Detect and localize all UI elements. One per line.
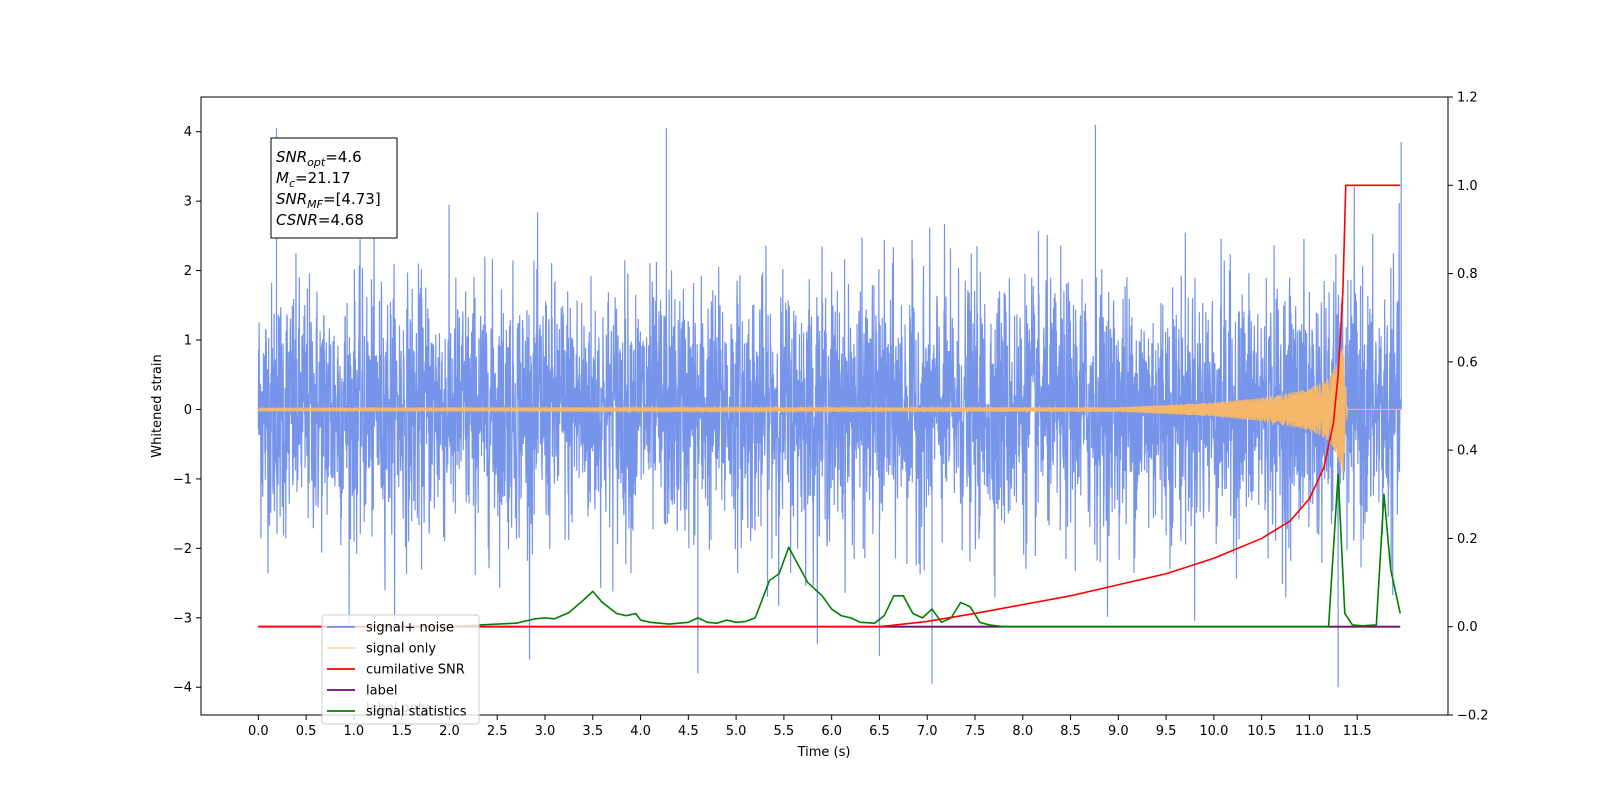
x-tick-label: 2.5 <box>487 724 508 739</box>
y2-tick-label: 1.2 <box>1457 91 1478 106</box>
legend-label: label only <box>366 701 429 716</box>
x-tick-label: 8.0 <box>1012 724 1033 739</box>
x-tick-label: 8.5 <box>1060 724 1081 739</box>
y2-tick-label: 0.4 <box>1457 444 1478 459</box>
x-tick-label: 4.5 <box>678 724 699 739</box>
legend-frame <box>321 614 480 725</box>
legend: signal+ noise signal only cumilative SNR la… <box>321 614 480 725</box>
y-tick-label: 2 <box>184 264 192 279</box>
x-tick-label: 5.5 <box>774 724 795 739</box>
annotation-frame <box>270 137 398 239</box>
x-tick-label: 1.0 <box>344 724 365 739</box>
x-tick-label: 5.0 <box>726 724 747 739</box>
legend-label: signal+ noise <box>366 621 454 636</box>
x-tick-label: 10.5 <box>1247 724 1276 739</box>
series-line-signal-noise <box>257 124 1402 688</box>
y-tick-label: 0 <box>184 403 192 418</box>
x-tick-label: 6.0 <box>821 724 842 739</box>
y2-tick-label: −0.2 <box>1457 709 1489 724</box>
annotation-line: CSNR=4.68 <box>276 211 364 229</box>
y-tick-label: 1 <box>184 334 192 349</box>
y2-tick-label: 1.0 <box>1457 179 1478 194</box>
y2-tick-label: 0.2 <box>1457 532 1478 547</box>
x-tick-label: 7.5 <box>965 724 986 739</box>
series-line-signal-only <box>257 349 1401 473</box>
x-tick-label: 11.0 <box>1295 724 1324 739</box>
series-line-signal-statistics <box>258 473 1402 628</box>
x-tick-label: 0.5 <box>296 724 317 739</box>
legend-label: signal only <box>366 642 436 657</box>
y-tick-label: −3 <box>173 611 192 626</box>
y2-axis: 1.2 1.0 0.8 0.6 0.4 0.2 0.0 −0.2 <box>1448 91 1489 724</box>
x-axis-label: Time (s) <box>797 745 851 760</box>
annotation-line: SNRopt=4.6 <box>276 148 362 169</box>
y-tick-label: −1 <box>173 472 192 487</box>
y-axis: 4 3 2 1 0 −1 −2 −3 −4 <box>173 125 201 696</box>
legend-label: cumilative SNR <box>366 663 465 678</box>
x-axis: 0.0 0.5 1.0 1.5 2.0 2.5 3.0 3.5 4.0 4.5 5.0 5.5 6.0 6… <box>248 715 1372 739</box>
y-tick-label: −2 <box>173 542 192 557</box>
x-tick-label: 6.5 <box>869 724 890 739</box>
annotation-line: Mc=21.17 <box>276 169 351 190</box>
plot-frame <box>200 96 1449 716</box>
x-tick-label: 2.0 <box>439 724 460 739</box>
x-tick-label: 0.0 <box>248 724 269 739</box>
x-tick-label: 3.0 <box>535 724 556 739</box>
x-tick-label: 11.5 <box>1343 724 1372 739</box>
y-tick-label: 4 <box>184 125 192 140</box>
y2-tick-label: 0.8 <box>1457 267 1478 282</box>
y-tick-label: 3 <box>184 195 192 210</box>
x-tick-label: 4.0 <box>630 724 651 739</box>
annotation-line: SNRMF=[4.73] <box>276 190 381 211</box>
y-tick-label: −4 <box>173 681 192 696</box>
x-tick-label: 7.0 <box>917 724 938 739</box>
y2-tick-label: 0.0 <box>1457 620 1478 635</box>
x-tick-label: 10.0 <box>1199 724 1228 739</box>
legend-label: signal statistics <box>366 705 467 720</box>
legend-label: label <box>366 684 397 699</box>
y2-tick-label: 0.6 <box>1457 355 1478 370</box>
y-axis-label: Whitened strain <box>150 354 165 457</box>
x-tick-label: 1.5 <box>391 724 412 739</box>
series-line-cumulative-snr <box>258 184 1401 628</box>
x-tick-label: 9.0 <box>1108 724 1129 739</box>
x-tick-label: 9.5 <box>1156 724 1177 739</box>
x-tick-label: 3.5 <box>582 724 603 739</box>
